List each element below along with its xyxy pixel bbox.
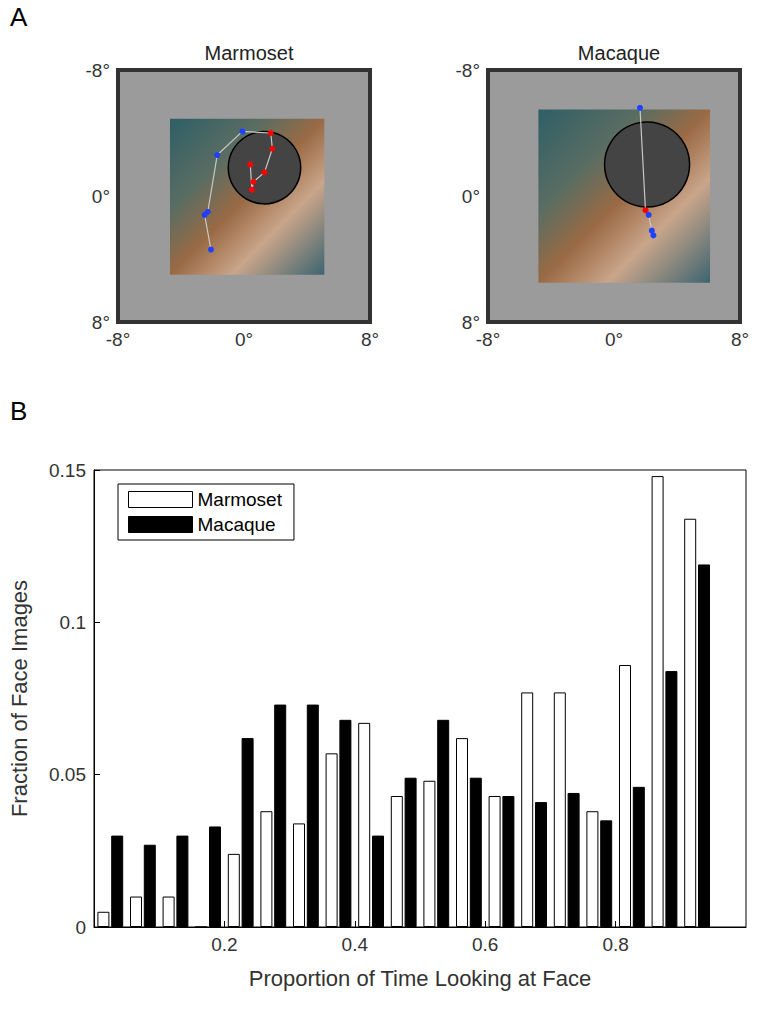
svg-text:0.2: 0.2 [211, 934, 237, 955]
svg-text:Fraction of Face Images: Fraction of Face Images [7, 580, 32, 817]
svg-text:0°: 0° [462, 186, 480, 207]
svg-text:0.8: 0.8 [602, 934, 628, 955]
svg-text:8°: 8° [91, 311, 110, 333]
svg-text:8°: 8° [461, 311, 480, 333]
svg-text:B: B [10, 396, 27, 426]
svg-text:0.15: 0.15 [49, 460, 86, 481]
svg-text:-8°: -8° [86, 60, 111, 81]
svg-text:0°: 0° [235, 329, 253, 350]
svg-text:8°: 8° [731, 329, 749, 350]
svg-text:Macaque: Macaque [198, 514, 276, 535]
svg-text:0.05: 0.05 [49, 764, 86, 785]
svg-text:0.4: 0.4 [342, 934, 369, 955]
svg-text:8°: 8° [361, 329, 379, 350]
svg-text:0.1: 0.1 [60, 612, 86, 633]
svg-text:0°: 0° [92, 186, 110, 207]
svg-text:0.6: 0.6 [472, 934, 498, 955]
svg-text:-8°: -8° [106, 329, 131, 350]
svg-text:0: 0 [75, 917, 86, 938]
svg-text:-8°: -8° [456, 60, 481, 81]
svg-text:A: A [10, 2, 28, 32]
svg-text:Proportion of Time Looking at: Proportion of Time Looking at Face [249, 966, 591, 991]
svg-text:-8°: -8° [476, 329, 501, 350]
svg-text:Marmoset: Marmoset [198, 489, 283, 510]
svg-text:Macaque: Macaque [578, 42, 660, 64]
svg-text:0°: 0° [605, 329, 623, 350]
svg-text:Marmoset: Marmoset [205, 42, 294, 64]
